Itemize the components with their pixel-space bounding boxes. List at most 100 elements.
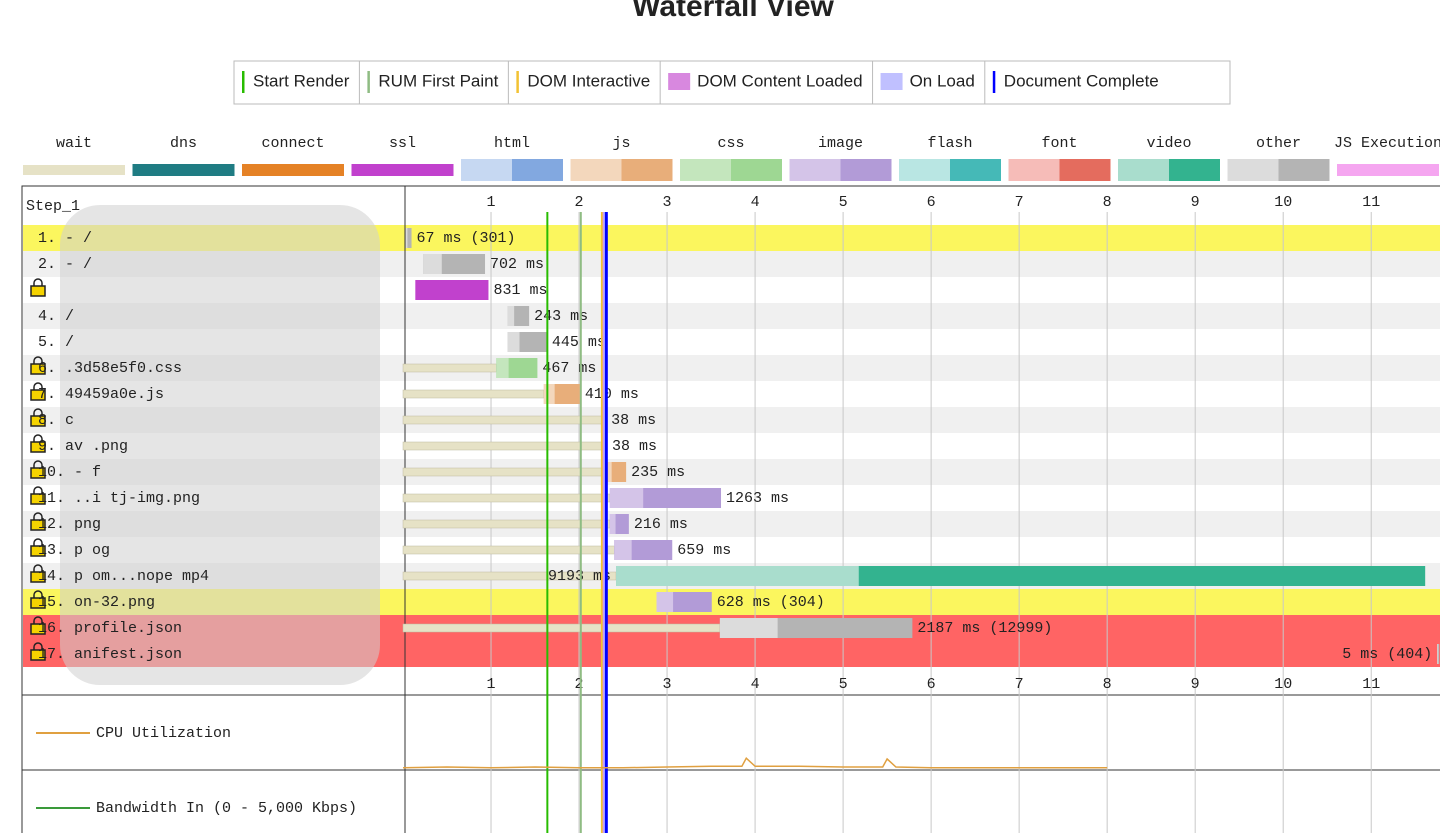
- duration-label: 410 ms: [585, 386, 639, 403]
- type-swatch: [680, 159, 731, 181]
- duration-label: 2187 ms (12999): [917, 620, 1052, 637]
- type-swatch: [1059, 159, 1111, 181]
- type-swatch: [950, 159, 1001, 181]
- legend-label: Document Complete: [1004, 71, 1159, 90]
- request-bar-ttfb: [496, 358, 509, 378]
- x-tick-label: 2: [575, 676, 584, 693]
- x-tick-label: 2: [575, 194, 584, 211]
- type-swatch: [512, 159, 563, 181]
- lock-shackle: [33, 590, 43, 598]
- wait-bar: [402, 545, 615, 555]
- type-label: JS Execution: [1334, 135, 1440, 152]
- type-label: ssl: [389, 135, 416, 152]
- legend-marker: [516, 71, 519, 93]
- legend-marker: [668, 73, 691, 90]
- request-bar-ttfb: [609, 514, 616, 534]
- lock-body: [30, 519, 46, 531]
- request-bar: [415, 280, 489, 300]
- wait-bar: [402, 493, 611, 503]
- lock-body: [30, 389, 46, 401]
- duration-label: 702 ms: [490, 256, 544, 273]
- lock-shackle: [33, 486, 43, 494]
- bandwidth-label: Bandwidth In (0 - 5,000 Kbps): [96, 800, 357, 817]
- wait-bar: [402, 415, 604, 425]
- type-swatch: [899, 159, 950, 181]
- type-swatch: [1227, 159, 1279, 181]
- row-label: 8. c: [38, 412, 74, 429]
- duration-label: 5 ms (404): [1342, 646, 1432, 663]
- x-tick-label: 10: [1274, 676, 1292, 693]
- legend-marker: [992, 71, 996, 93]
- redaction: [60, 205, 380, 685]
- lock-shackle: [33, 564, 43, 572]
- x-tick-label: 3: [663, 676, 672, 693]
- type-label: flash: [927, 135, 972, 152]
- row-label: 16. profile.json: [38, 620, 182, 637]
- type-swatch: [840, 159, 892, 181]
- type-swatch: [242, 164, 344, 176]
- x-tick-label: 6: [927, 194, 936, 211]
- duration-label: 67 ms (301): [417, 230, 516, 247]
- type-swatch: [461, 159, 512, 181]
- legend-label: Start Render: [253, 71, 350, 90]
- lock-shackle: [33, 408, 43, 416]
- wait-bar: [402, 519, 611, 529]
- request-bar: [405, 228, 412, 248]
- lock-body: [30, 597, 46, 609]
- lock-shackle: [33, 512, 43, 520]
- legend-label: DOM Content Loaded: [697, 71, 862, 90]
- lock-body: [30, 545, 46, 557]
- duration-label: 235 ms: [631, 464, 685, 481]
- row-label: 5. /: [38, 334, 74, 351]
- row-label: 14. p om...nope mp4: [38, 568, 209, 585]
- type-label: wait: [56, 135, 92, 152]
- request-bar-ttfb: [507, 306, 515, 326]
- x-tick-label: 8: [1103, 194, 1112, 211]
- lock-body: [30, 493, 46, 505]
- legend-label: DOM Interactive: [527, 71, 650, 90]
- type-swatch: [1278, 159, 1330, 181]
- x-tick-label: 5: [839, 194, 848, 211]
- type-swatch: [351, 164, 454, 176]
- row-label: 13. p og: [38, 542, 110, 559]
- x-tick-label: 8: [1103, 676, 1112, 693]
- lock-shackle: [33, 382, 43, 390]
- x-tick-label: 6: [927, 676, 936, 693]
- request-bar-ttfb: [614, 540, 632, 560]
- row-label: 15. on-32.png: [38, 594, 155, 611]
- type-swatch: [1118, 159, 1169, 181]
- title: Waterfall View: [632, 0, 834, 23]
- type-label: css: [717, 135, 744, 152]
- lock-body: [30, 415, 46, 427]
- lock-body: [30, 363, 46, 375]
- x-tick-label: 4: [751, 676, 760, 693]
- wait-bar: [402, 389, 545, 399]
- type-swatch: [1169, 159, 1220, 181]
- row-label: 2. - /: [38, 256, 92, 273]
- request-bar-ttfb: [423, 254, 442, 274]
- request-bar-ttfb: [405, 228, 408, 248]
- request-bar-ttfb: [543, 384, 555, 404]
- x-tick-label: 1: [487, 676, 496, 693]
- lock-shackle: [33, 460, 43, 468]
- type-label: image: [818, 135, 863, 152]
- type-label: video: [1146, 135, 1191, 152]
- x-tick-label: 11: [1362, 676, 1380, 693]
- request-bar-ttfb: [609, 488, 644, 508]
- x-tick-label: 4: [751, 194, 760, 211]
- wait-bar: [402, 363, 497, 373]
- type-label: other: [1256, 135, 1301, 152]
- duration-label: 628 ms (304): [717, 594, 825, 611]
- legend-marker: [367, 71, 370, 93]
- type-swatch: [621, 159, 673, 181]
- legend-label: On Load: [910, 71, 975, 90]
- x-tick-label: 11: [1362, 194, 1380, 211]
- legend-label: RUM First Paint: [378, 71, 498, 90]
- x-tick-label: 7: [1015, 676, 1024, 693]
- x-tick-label: 5: [839, 676, 848, 693]
- duration-label: 38 ms: [612, 438, 657, 455]
- request-bar-ttfb: [605, 462, 612, 482]
- lock-body: [30, 285, 46, 297]
- duration-label: 216 ms: [634, 516, 688, 533]
